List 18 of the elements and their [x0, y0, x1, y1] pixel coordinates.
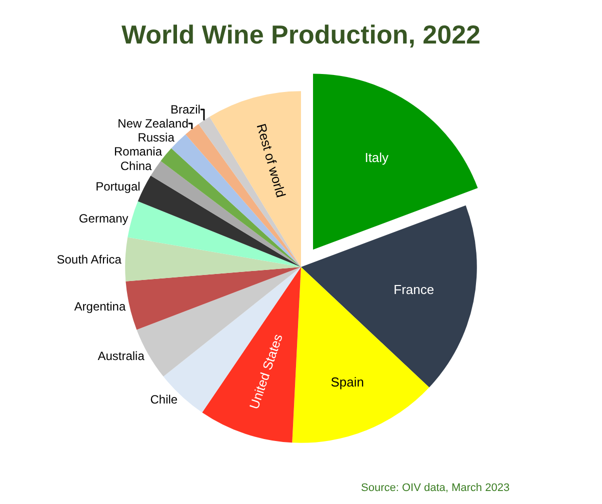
slice-label: Australia [98, 348, 145, 363]
slice-label: Argentina [74, 299, 126, 314]
slice-label: Spain [330, 374, 364, 390]
slice-label: Rest of world [254, 122, 289, 200]
slice-label: Russia [138, 130, 175, 144]
slice-label: Romania [114, 144, 162, 159]
slice-label: Germany [78, 211, 128, 226]
slice-label: Brazil [170, 102, 200, 116]
slice-label: South Africa [56, 252, 122, 266]
chart-title: World Wine Production, 2022 [122, 19, 480, 50]
slice-label: China [120, 158, 152, 173]
slice-label: Chile [150, 392, 178, 407]
slice-label: Italy [364, 150, 390, 166]
slice-label: New Zealand [118, 116, 188, 130]
slice-label: Portugal [96, 180, 140, 194]
source-note: Source: OIV data, March 2023 [361, 482, 510, 494]
slice-label: France [394, 282, 434, 298]
slice-label: United States [246, 332, 286, 411]
